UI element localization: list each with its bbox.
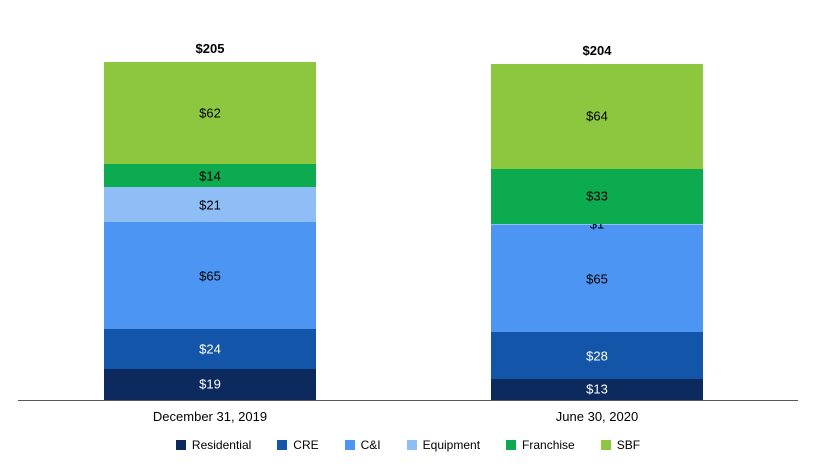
legend: Residential CRE C&I Equipment Franchise SBF xyxy=(0,438,816,452)
legend-label: CRE xyxy=(293,438,319,452)
legend-marker-icon xyxy=(406,440,417,450)
x-axis-line xyxy=(18,400,798,401)
legend-item-equipment: Equipment xyxy=(406,438,481,452)
legend-marker-icon xyxy=(344,440,355,450)
segment-sbf: $62 xyxy=(104,62,316,165)
legend-label: Equipment xyxy=(422,438,481,452)
segment-value-label: $21 xyxy=(199,197,221,213)
bar-total-label: $204 xyxy=(582,42,612,58)
segment-value-label: $19 xyxy=(199,376,221,392)
plot-area: $19 $24 $65 $21 $14 $62 $205 $13 $28 $65 $1 $33 $64 $… xyxy=(104,42,703,400)
bar-total-label: $205 xyxy=(195,41,225,57)
segment-residential: $13 xyxy=(491,378,703,400)
legend-item-cre: CRE xyxy=(277,438,319,452)
segment-sbf: $64 xyxy=(491,63,703,170)
segment-c-i: $65 xyxy=(491,225,703,333)
segment-value-label: $24 xyxy=(199,341,221,357)
segment-value-label: $33 xyxy=(586,188,608,204)
segment-c-i: $65 xyxy=(104,221,316,330)
legend-marker-icon xyxy=(506,440,517,450)
legend-marker-icon xyxy=(175,440,186,450)
legend-item-residential: Residential xyxy=(175,438,252,452)
legend-item-c-i: C&I xyxy=(344,438,381,452)
bar-june-30-2020: $13 $28 $65 $1 $33 $64 $204 xyxy=(491,44,703,400)
segment-value-label: $28 xyxy=(586,348,608,363)
legend-marker-icon xyxy=(277,440,288,450)
segment-equipment: $1 xyxy=(491,218,703,231)
segment-value-label: $13 xyxy=(586,381,608,397)
segment-value-label: $62 xyxy=(199,105,221,121)
segment-cre: $24 xyxy=(104,329,316,369)
category-label: June 30, 2020 xyxy=(555,409,639,424)
segment-cre: $28 xyxy=(491,332,703,379)
segment-residential: $19 xyxy=(104,368,316,400)
legend-label: Residential xyxy=(191,438,252,452)
legend-label: C&I xyxy=(360,438,381,452)
bar-december-31-2019: $19 $24 $65 $21 $14 $62 $205 xyxy=(104,42,316,400)
segment-value-label: $14 xyxy=(199,168,221,184)
legend-item-sbf: SBF xyxy=(600,438,641,452)
segment-value-label: $65 xyxy=(586,271,608,287)
segment-value-label: $65 xyxy=(199,268,221,284)
segment-equipment: $21 xyxy=(104,187,316,222)
segment-franchise: $14 xyxy=(104,164,316,188)
legend-label: SBF xyxy=(616,438,641,452)
segment-franchise: $33 xyxy=(491,169,703,224)
legend-label: Franchise xyxy=(522,438,575,452)
segment-value-label: $64 xyxy=(586,108,608,124)
legend-marker-icon xyxy=(600,440,611,450)
category-label: December 31, 2019 xyxy=(152,409,268,424)
legend-item-franchise: Franchise xyxy=(506,438,575,452)
